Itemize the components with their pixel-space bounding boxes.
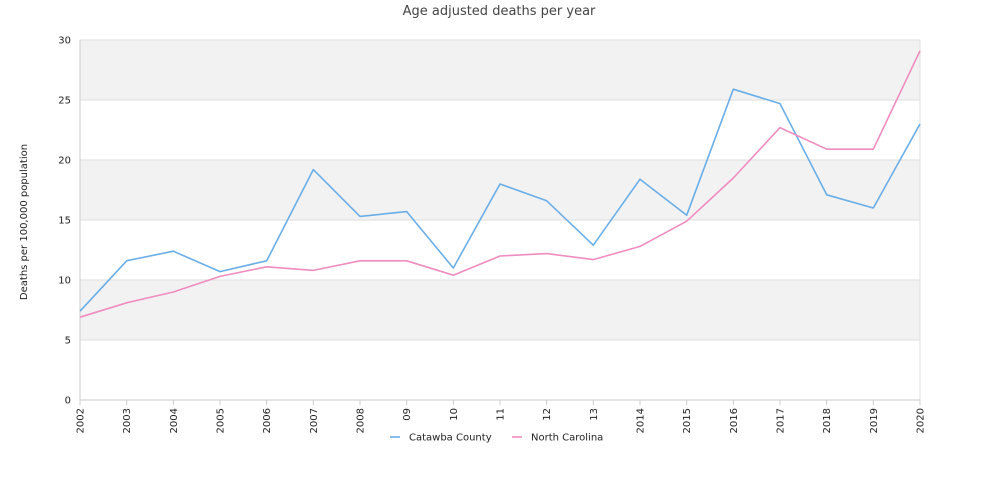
x-tick-label: 2018	[822, 408, 833, 433]
data-point[interactable]	[451, 266, 456, 271]
x-tick-label: 2007	[309, 408, 320, 433]
data-point[interactable]	[778, 125, 783, 130]
plot-band	[80, 220, 920, 280]
data-point[interactable]	[358, 258, 363, 263]
data-point[interactable]	[824, 192, 829, 197]
legend-item-1[interactable]: North Carolina	[512, 433, 603, 444]
x-tick-label: 2006	[262, 408, 273, 433]
data-point[interactable]	[544, 251, 549, 256]
x-axis-ticks: 2002 2003 2004 2005 2006 2007 2008 09 10 11 12 13 20…	[76, 400, 927, 433]
series-line-1[interactable]	[79, 50, 921, 318]
plot-bands	[80, 40, 920, 400]
y-tick-label: 25	[58, 96, 71, 107]
data-point[interactable]	[78, 309, 83, 314]
plot-band	[80, 100, 920, 160]
series-line-0[interactable]	[79, 88, 921, 312]
data-point[interactable]	[451, 273, 456, 278]
plot-band	[80, 280, 920, 340]
data-point[interactable]	[171, 290, 176, 295]
x-tick-label: 2014	[636, 408, 647, 433]
data-point[interactable]	[404, 258, 409, 263]
x-tick-label: 2017	[776, 408, 787, 433]
data-point[interactable]	[404, 209, 409, 214]
x-tick-label: 2003	[122, 408, 133, 433]
x-tick-label: 2015	[682, 408, 693, 433]
y-tick-label: 5	[65, 336, 71, 347]
data-point[interactable]	[871, 206, 876, 211]
data-point[interactable]	[124, 258, 129, 263]
legend-label: North Carolina	[531, 433, 603, 444]
data-point[interactable]	[264, 258, 269, 263]
data-point[interactable]	[311, 268, 316, 273]
data-point[interactable]	[684, 219, 689, 224]
data-point[interactable]	[498, 182, 503, 187]
y-tick-label: 30	[58, 36, 71, 47]
x-tick-label: 2004	[169, 408, 180, 433]
data-point[interactable]	[638, 244, 643, 249]
x-tick-label: 10	[449, 408, 460, 421]
x-tick-label: 2002	[76, 408, 87, 433]
data-point[interactable]	[171, 249, 176, 254]
data-point[interactable]	[591, 257, 596, 262]
data-point[interactable]	[311, 167, 316, 172]
data-point[interactable]	[731, 176, 736, 181]
data-point[interactable]	[684, 213, 689, 218]
y-tick-label: 0	[65, 396, 71, 407]
data-point[interactable]	[544, 198, 549, 203]
x-tick-label: 09	[402, 408, 413, 421]
plot-band	[80, 340, 920, 400]
y-axis-label: Deaths per 100,000 population	[19, 144, 30, 300]
data-point[interactable]	[591, 243, 596, 248]
x-tick-label: 2019	[869, 408, 880, 433]
x-tick-label: 2020	[916, 408, 927, 433]
x-tick-label: 2016	[729, 408, 740, 433]
x-tick-label: 13	[589, 408, 600, 421]
data-point[interactable]	[871, 147, 876, 152]
data-point[interactable]	[218, 269, 223, 274]
x-tick-label: 12	[542, 408, 553, 421]
data-point[interactable]	[264, 264, 269, 269]
data-point[interactable]	[638, 177, 643, 182]
y-tick-label: 15	[58, 216, 71, 227]
data-point[interactable]	[918, 48, 923, 53]
legend-item-0[interactable]: Catawba County	[390, 433, 492, 444]
data-point[interactable]	[498, 254, 503, 259]
data-point[interactable]	[124, 300, 129, 305]
legend-label: Catawba County	[409, 433, 492, 444]
data-point[interactable]	[218, 274, 223, 279]
plot-band	[80, 160, 920, 220]
series-lines	[78, 48, 923, 320]
data-point[interactable]	[78, 315, 83, 320]
data-point[interactable]	[358, 214, 363, 219]
data-point[interactable]	[731, 87, 736, 92]
legend[interactable]: Catawba County North Carolina	[390, 433, 603, 444]
data-point[interactable]	[824, 147, 829, 152]
x-tick-label: 2005	[216, 408, 227, 433]
y-axis-ticks: 0 5 10 15 20 25 30	[58, 36, 71, 407]
plot-band	[80, 40, 920, 100]
y-tick-label: 10	[58, 276, 71, 287]
x-tick-label: 2008	[356, 408, 367, 433]
data-point[interactable]	[918, 122, 923, 127]
chart-title: Age adjusted deaths per year	[403, 4, 596, 19]
x-tick-label: 11	[496, 408, 507, 421]
data-point[interactable]	[778, 101, 783, 106]
y-tick-label: 20	[58, 156, 71, 167]
